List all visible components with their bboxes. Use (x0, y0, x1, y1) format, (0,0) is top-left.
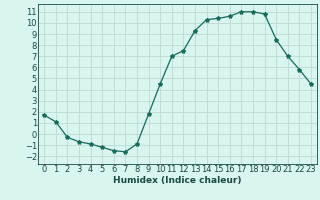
X-axis label: Humidex (Indice chaleur): Humidex (Indice chaleur) (113, 176, 242, 185)
